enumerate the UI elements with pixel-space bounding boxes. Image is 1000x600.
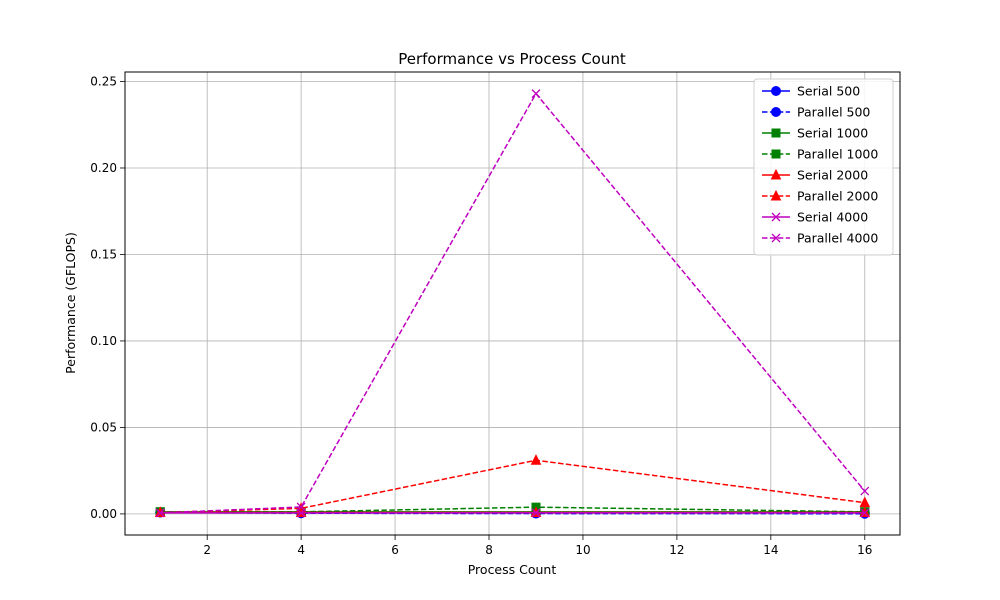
legend-label: Parallel 500 [797,105,870,120]
y-tick-label: 0.10 [90,334,117,348]
legend-entry: Parallel 2000 [762,189,878,204]
y-tick-label: 0.25 [90,75,117,89]
x-tick-label: 16 [857,543,872,557]
data-point [531,508,541,518]
y-tick-label: 0.00 [90,507,117,521]
legend-entry: Serial 1000 [762,126,868,141]
legend-swatch-marker [771,86,781,96]
legend-entry: Parallel 500 [762,105,870,120]
legend-swatch-marker [771,128,781,138]
legend: Serial 500 Parallel 500 Serial 1000 Paralle… [753,78,894,256]
series-line [160,511,865,515]
series-7 [155,89,870,518]
x-tick-label: 2 [203,543,211,557]
legend-label: Parallel 1000 [797,147,878,162]
data-point [859,496,871,508]
x-tick-label: 12 [669,543,684,557]
legend-label: Serial 4000 [797,210,868,225]
legend-entry: Serial 2000 [762,168,868,183]
legend-entry: Parallel 4000 [762,231,878,246]
series-line [160,459,865,514]
legend-swatch-marker [771,233,781,243]
y-axis-label: Performance (GFLOPS) [63,232,78,374]
x-tick-label: 6 [391,543,399,557]
y-tick-label: 0.20 [90,161,117,175]
x-tick-label: 14 [763,543,778,557]
legend-swatch-marker [770,168,782,180]
plot-area-frame [124,71,901,536]
x-axis-label: Process Count [468,562,557,577]
x-tick-label: 8 [485,543,493,557]
legend-label: Serial 500 [797,84,860,99]
legend-label: Parallel 4000 [797,231,878,246]
y-tick-label: 0.15 [90,247,117,261]
data-point [155,508,165,518]
series-4 [154,506,871,518]
data-point [530,454,542,465]
y-tick-label: 0.05 [90,420,117,434]
legend-box [753,78,894,256]
data-point [531,89,541,99]
legend-entry: Serial 4000 [762,210,868,225]
series-line [160,506,865,513]
legend-swatch-marker [771,107,781,117]
data-point [860,486,870,496]
data-point [296,502,306,512]
legend-entry: Parallel 1000 [762,147,878,162]
series-line [160,92,866,514]
legend-swatch-marker [771,149,781,159]
legend-swatch-marker [771,212,781,222]
series-lines [154,89,871,519]
legend-label: Serial 2000 [797,168,868,183]
x-tick-label: 4 [297,543,305,557]
legend-label: Parallel 2000 [797,189,878,204]
axis-ticks: 2 4 6 8 10 12 14 16 0.00 0.05 0.10 0.15 0.20 0.25 [90,75,872,557]
x-tick-label: 10 [575,543,590,557]
chart-title: Performance vs Process Count [398,50,626,68]
data-point [860,508,870,518]
legend-entry: Serial 500 [762,84,860,99]
legend-swatch-marker [770,189,782,201]
legend-label: Serial 1000 [797,126,868,141]
